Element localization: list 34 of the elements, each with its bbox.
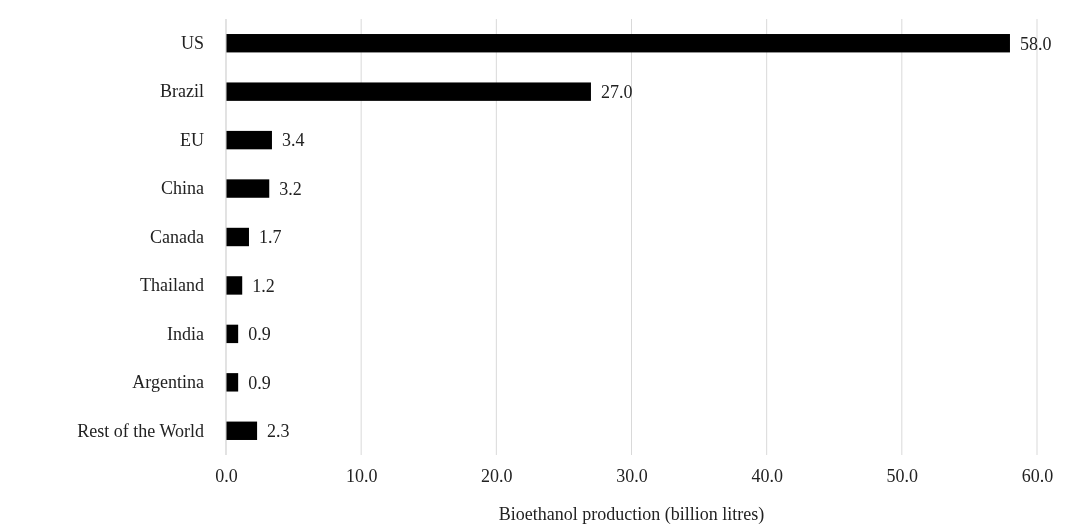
bar <box>226 82 591 101</box>
data-label: 58.0 <box>1019 33 1052 54</box>
y-tick-label: China <box>161 178 205 199</box>
x-tick-label: 10.0 <box>345 465 378 486</box>
bar <box>226 130 272 150</box>
x-tick-label: 20.0 <box>481 465 513 486</box>
y-tick-label: US <box>180 32 204 53</box>
y-tick-label: Thailand <box>140 275 204 296</box>
data-label: 1.7 <box>258 227 282 248</box>
bar <box>226 179 270 198</box>
y-tick-label: EU <box>180 129 204 150</box>
x-tick-label: 0.0 <box>215 465 238 486</box>
data-label: 0.9 <box>248 372 271 393</box>
x-tick-label: 60.0 <box>1021 465 1054 486</box>
y-tick-label: Canada <box>150 226 204 247</box>
data-label: 3.4 <box>281 130 305 151</box>
bar <box>226 276 243 295</box>
x-axis-title: Bioethanol production (billion litres) <box>498 504 765 525</box>
x-tick-label: 40.0 <box>751 465 783 486</box>
data-label: 2.3 <box>267 421 290 442</box>
data-label: 0.9 <box>248 324 271 345</box>
y-tick-label: Brazil <box>160 81 204 102</box>
bar <box>226 421 258 440</box>
x-tick-label: 50.0 <box>886 465 919 486</box>
data-label: 27.0 <box>600 81 633 102</box>
y-tick-label: Rest of the World <box>77 420 204 441</box>
bar <box>226 34 1010 53</box>
y-tick-label: India <box>167 323 205 344</box>
bar <box>226 227 249 247</box>
x-tick-label: 30.0 <box>616 465 648 486</box>
data-label: 3.2 <box>279 178 302 199</box>
data-label: 1.2 <box>252 275 275 296</box>
bar <box>226 373 239 392</box>
y-tick-label: Argentina <box>132 372 204 393</box>
